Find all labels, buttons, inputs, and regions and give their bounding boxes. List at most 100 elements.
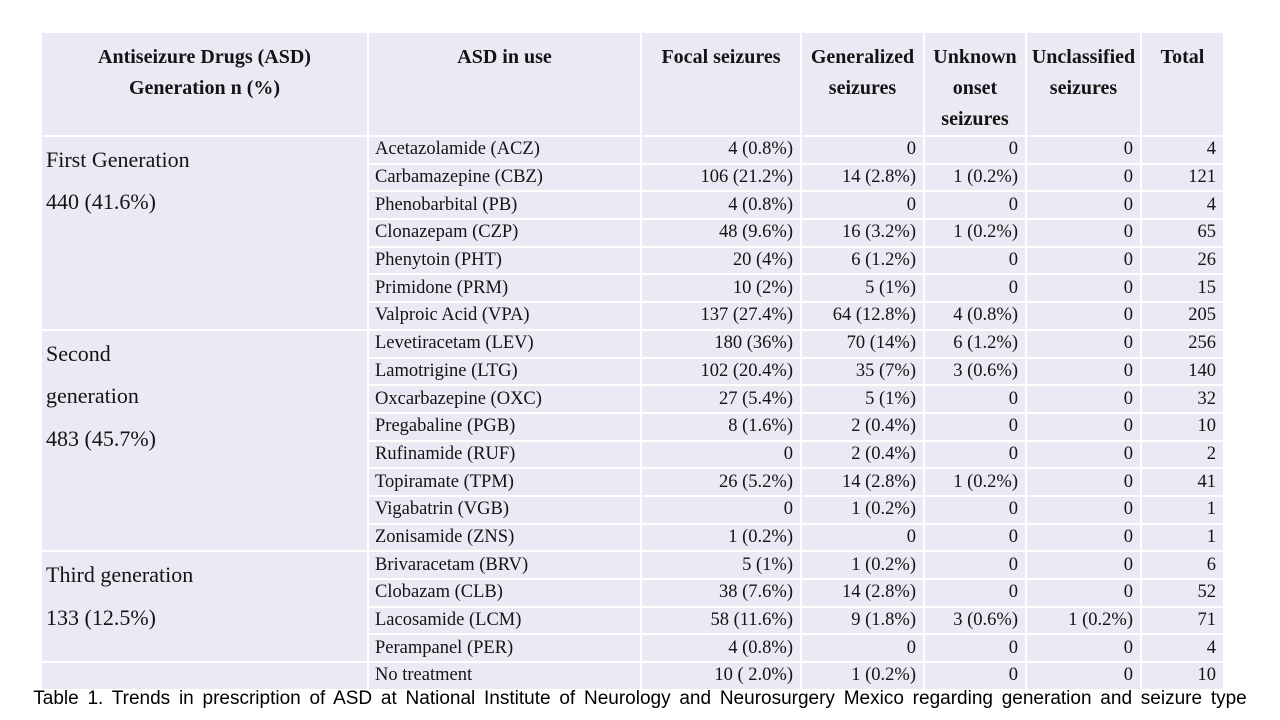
- value-cell-0: 0: [640, 494, 802, 525]
- value-cell-0: 48 (9.6%): [640, 218, 802, 248]
- value-cell-4: 41: [1140, 467, 1225, 497]
- value-cell-0: 180 (36%): [640, 328, 802, 359]
- table-row: Phenobarbital (PB) 4 (0.8%) 0 0 0 4: [41, 190, 1225, 221]
- drug-cell: Brivaracetam (BRV): [367, 550, 642, 580]
- table-row: Pregabaline (PGB) 8 (1.6%) 2 (0.4%) 0 0 10: [41, 411, 1225, 442]
- drug-cell: Clonazepam (CZP): [367, 218, 642, 248]
- table-row: Primidone (PRM) 10 (2%) 5 (1%) 0 0 15: [41, 273, 1225, 304]
- value-cell-0: 27 (5.4%): [640, 384, 802, 414]
- value-cell-4: 32: [1140, 384, 1225, 414]
- value-cell-0: 0: [640, 439, 802, 470]
- value-cell-4: 4: [1140, 633, 1225, 664]
- value-cell-3: 0: [1025, 550, 1142, 580]
- value-cell-2: 0: [923, 411, 1027, 442]
- header-cell-2: Focal seizures: [640, 31, 802, 137]
- value-cell-2: 0: [923, 633, 1027, 664]
- asd-prescription-table-container: Antiseizure Drugs (ASD) Generation n (%)…: [40, 31, 1225, 691]
- table-header: Antiseizure Drugs (ASD) Generation n (%)…: [40, 31, 1225, 137]
- drug-cell: Vigabatrin (VGB): [367, 494, 642, 525]
- value-cell-0: 10 ( 2.0%): [640, 661, 802, 691]
- value-cell-0: 20 (4%): [640, 245, 802, 276]
- value-cell-1: 2 (0.4%): [800, 439, 925, 470]
- drug-cell: Pregabaline (PGB): [367, 411, 642, 442]
- value-cell-3: 0: [1025, 301, 1142, 331]
- value-cell-3: 0: [1025, 162, 1142, 193]
- table-row: Vigabatrin (VGB) 0 1 (0.2%) 0 0 1: [41, 494, 1225, 525]
- value-cell-1: 1 (0.2%): [800, 550, 925, 580]
- value-cell-0: 106 (21.2%): [640, 162, 802, 193]
- table-row: Perampanel (PER) 4 (0.8%) 0 0 0 4: [41, 633, 1225, 664]
- table-body: First Generation 440 (41.6%) Acetazolamid…: [40, 135, 1225, 691]
- value-cell-1: 2 (0.4%): [800, 411, 925, 442]
- value-cell-1: 1 (0.2%): [800, 494, 925, 525]
- header-cell-4: Unknown onset seizures: [923, 31, 1027, 137]
- drug-cell: Topiramate (TPM): [367, 467, 642, 497]
- value-cell-1: 6 (1.2%): [800, 245, 925, 276]
- header-cell-1: ASD in use: [367, 31, 642, 137]
- value-cell-1: 9 (1.8%): [800, 605, 925, 636]
- value-cell-4: 26: [1140, 245, 1225, 276]
- table-row: Topiramate (TPM) 26 (5.2%) 14 (2.8%) 1 (0.2…: [41, 467, 1225, 497]
- value-cell-0: 1 (0.2%): [640, 522, 802, 553]
- drug-cell: Levetiracetam (LEV): [367, 328, 642, 359]
- drug-cell: Carbamazepine (CBZ): [367, 162, 642, 193]
- value-cell-2: 1 (0.2%): [923, 467, 1027, 497]
- value-cell-4: 4: [1140, 190, 1225, 221]
- value-cell-2: 0: [923, 522, 1027, 553]
- value-cell-1: 70 (14%): [800, 328, 925, 359]
- value-cell-1: 0: [800, 190, 925, 221]
- table-row: Clobazam (CLB) 38 (7.6%) 14 (2.8%) 0 0 52: [41, 578, 1225, 608]
- table-row: Oxcarbazepine (OXC) 27 (5.4%) 5 (1%) 0 0 32: [41, 384, 1225, 414]
- header-cell-3: Generalized seizures: [800, 31, 925, 137]
- value-cell-1: 16 (3.2%): [800, 218, 925, 248]
- value-cell-4: 2: [1140, 439, 1225, 470]
- value-cell-0: 38 (7.6%): [640, 578, 802, 608]
- drug-cell: Lacosamide (LCM): [367, 605, 642, 636]
- value-cell-1: 5 (1%): [800, 273, 925, 304]
- header-cell-5: Unclassified seizures: [1025, 31, 1142, 137]
- value-cell-4: 6: [1140, 550, 1225, 580]
- value-cell-3: 0: [1025, 578, 1142, 608]
- value-cell-2: 0: [923, 550, 1027, 580]
- table-row: Rufinamide (RUF) 0 2 (0.4%) 0 0 2: [41, 439, 1225, 470]
- value-cell-2: 0: [923, 273, 1027, 304]
- value-cell-4: 140: [1140, 356, 1225, 387]
- value-cell-3: 0: [1025, 661, 1142, 691]
- table-row: Lacosamide (LCM) 58 (11.6%) 9 (1.8%) 3 (0.6…: [41, 605, 1225, 636]
- value-cell-2: 1 (0.2%): [923, 162, 1027, 193]
- value-cell-1: 64 (12.8%): [800, 301, 925, 331]
- table-row: Valproic Acid (VPA) 137 (27.4%) 64 (12.8%)…: [41, 301, 1225, 331]
- value-cell-0: 5 (1%): [640, 550, 802, 580]
- value-cell-1: 14 (2.8%): [800, 162, 925, 193]
- generation-cell-2: Third generation 133 (12.5%): [40, 550, 369, 664]
- value-cell-2: 0: [923, 384, 1027, 414]
- value-cell-2: 0: [923, 245, 1027, 276]
- drug-cell: Primidone (PRM): [367, 273, 642, 304]
- value-cell-4: 256: [1140, 328, 1225, 359]
- value-cell-1: 5 (1%): [800, 384, 925, 414]
- value-cell-2: 0: [923, 135, 1027, 165]
- value-cell-2: 0: [923, 494, 1027, 525]
- generation-cell-1: Second generation 483 (45.7%): [40, 328, 369, 553]
- value-cell-3: 0: [1025, 190, 1142, 221]
- generation-cell-0: First Generation 440 (41.6%): [40, 135, 369, 331]
- value-cell-3: 0: [1025, 245, 1142, 276]
- value-cell-2: 6 (1.2%): [923, 328, 1027, 359]
- value-cell-3: 0: [1025, 273, 1142, 304]
- drug-cell: Acetazolamide (ACZ): [367, 135, 642, 165]
- value-cell-3: 0: [1025, 522, 1142, 553]
- value-cell-3: 0: [1025, 218, 1142, 248]
- value-cell-3: 0: [1025, 439, 1142, 470]
- table-row: Third generation 133 (12.5%) Brivaracetam…: [40, 550, 1225, 664]
- value-cell-0: 10 (2%): [640, 273, 802, 304]
- drug-cell: Oxcarbazepine (OXC): [367, 384, 642, 414]
- value-cell-2: 3 (0.6%): [923, 356, 1027, 387]
- value-cell-1: 1 (0.2%): [800, 661, 925, 691]
- drug-cell: Lamotrigine (LTG): [367, 356, 642, 387]
- value-cell-4: 10: [1140, 661, 1225, 691]
- drug-cell: Phenytoin (PHT): [367, 245, 642, 276]
- table-row: Zonisamide (ZNS) 1 (0.2%) 0 0 0 1: [41, 522, 1225, 553]
- value-cell-2: 0: [923, 190, 1027, 221]
- value-cell-0: 4 (0.8%): [640, 190, 802, 221]
- value-cell-3: 1 (0.2%): [1025, 605, 1142, 636]
